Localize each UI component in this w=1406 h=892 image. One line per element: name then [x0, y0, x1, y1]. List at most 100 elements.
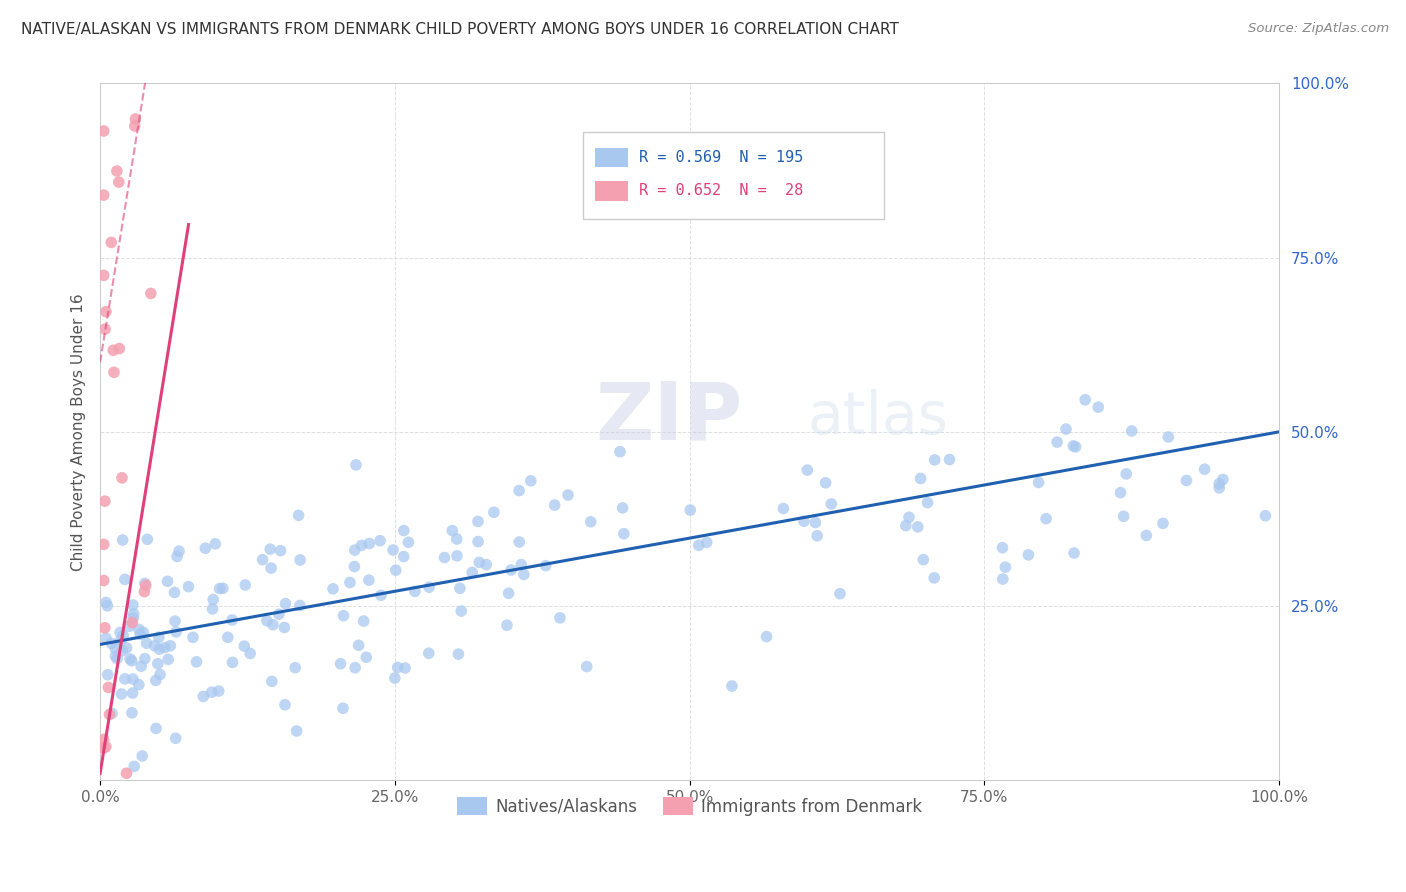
Point — [134, 584, 156, 599]
Text: Source: ZipAtlas.com: Source: ZipAtlas.com — [1249, 22, 1389, 36]
Point — [148, 642, 170, 657]
Point — [1028, 475, 1050, 490]
Point — [217, 630, 239, 644]
Point — [208, 582, 231, 596]
Point — [772, 501, 794, 516]
Point — [104, 649, 127, 664]
Point — [898, 510, 921, 524]
Point — [94, 621, 117, 635]
Text: ZIP: ZIP — [595, 379, 742, 457]
Point — [148, 630, 170, 644]
Point — [579, 515, 602, 529]
Point — [221, 656, 243, 670]
Point — [1035, 511, 1057, 525]
Point — [202, 592, 225, 607]
Point — [111, 471, 134, 485]
Point — [181, 630, 204, 644]
Point — [482, 505, 505, 519]
Point — [912, 552, 935, 566]
Point — [394, 661, 416, 675]
Point — [129, 627, 152, 641]
Bar — [595, 181, 628, 201]
Point — [94, 595, 117, 609]
Point — [796, 463, 818, 477]
Point — [110, 633, 132, 648]
Point — [108, 342, 131, 356]
Point — [991, 541, 1014, 555]
Point — [501, 563, 523, 577]
Point — [274, 597, 297, 611]
Point — [121, 654, 143, 668]
Point — [433, 550, 456, 565]
Point — [392, 549, 415, 564]
Point — [1054, 422, 1077, 436]
Point — [285, 723, 308, 738]
Point — [156, 574, 179, 589]
Point — [136, 533, 159, 547]
Point — [93, 188, 115, 202]
Legend: Natives/Alaskans, Immigrants from Denmark: Natives/Alaskans, Immigrants from Denmar… — [449, 789, 931, 824]
Point — [97, 667, 120, 681]
Point — [252, 552, 274, 566]
Point — [194, 541, 217, 556]
Point — [122, 759, 145, 773]
Point — [450, 604, 472, 618]
Point — [111, 643, 134, 657]
Point — [165, 624, 187, 639]
Point — [991, 572, 1014, 586]
Point — [103, 343, 125, 358]
Point — [288, 599, 311, 613]
Point — [1046, 435, 1069, 450]
Point — [111, 533, 134, 547]
Point — [193, 690, 215, 704]
Point — [153, 640, 176, 655]
Point — [93, 741, 115, 756]
Point — [204, 537, 226, 551]
Point — [382, 543, 405, 558]
Point — [121, 706, 143, 720]
Point — [115, 640, 138, 655]
Point — [131, 748, 153, 763]
Point — [122, 611, 145, 625]
Point — [114, 672, 136, 686]
Point — [114, 573, 136, 587]
Point — [418, 646, 440, 660]
Point — [384, 671, 406, 685]
Point — [94, 494, 117, 508]
Point — [1121, 424, 1143, 438]
Point — [688, 538, 710, 552]
Point — [721, 679, 744, 693]
Point — [122, 607, 145, 621]
Point — [121, 672, 143, 686]
Point — [260, 674, 283, 689]
Point — [1017, 548, 1039, 562]
Point — [447, 647, 470, 661]
Point — [273, 620, 295, 634]
Point — [1074, 392, 1097, 407]
Point — [145, 673, 167, 688]
Point — [924, 453, 946, 467]
Point — [167, 544, 190, 558]
Point — [101, 706, 124, 721]
Point — [575, 659, 598, 673]
Point — [917, 495, 939, 509]
Point — [1175, 474, 1198, 488]
Point — [461, 566, 484, 580]
Point — [284, 661, 307, 675]
Point — [201, 685, 224, 699]
Point — [344, 458, 367, 472]
Point — [467, 534, 489, 549]
Point — [449, 582, 471, 596]
Point — [755, 630, 778, 644]
Point — [134, 651, 156, 665]
Point — [93, 574, 115, 588]
Point — [938, 452, 960, 467]
Point — [347, 638, 370, 652]
Point — [122, 598, 145, 612]
Point — [177, 580, 200, 594]
Point — [98, 707, 121, 722]
Point — [418, 580, 440, 594]
Point — [124, 112, 146, 126]
Point — [267, 607, 290, 622]
Point — [118, 619, 141, 633]
